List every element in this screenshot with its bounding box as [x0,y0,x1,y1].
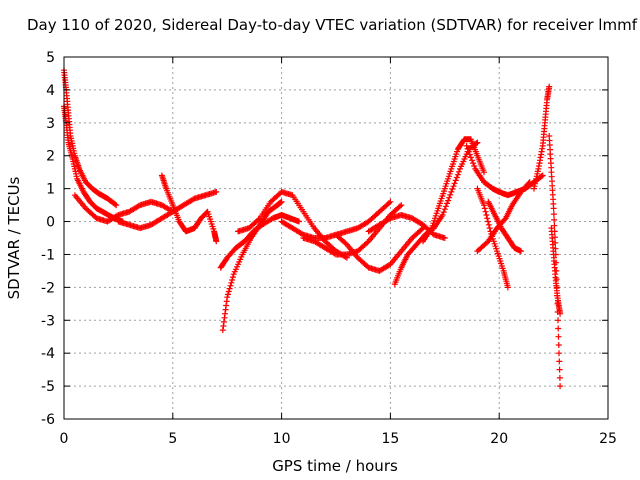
marker-path [531,83,553,192]
series-track-morning-a [71,192,176,225]
marker-path [420,136,487,245]
axis-ticks: 0 5 10 15 20 25 -6 -5 -4 -3 -2 -1 0 1 2 3 4 5 [41,50,617,447]
marker-path [278,198,394,241]
y-tick-label: -1 [41,247,55,263]
y-tick-label: -6 [41,412,55,428]
series-track-evening-c [485,198,524,255]
x-tick-label: 15 [381,431,399,447]
series-track-late-spike [531,83,553,192]
x-tick-label: 10 [273,431,291,447]
series-track-midday-c [300,202,405,258]
series-track-midday-a [235,188,350,261]
y-tick-label: 1 [46,182,55,198]
y-tick-label: 3 [46,116,55,132]
y-tick-label: -5 [41,379,55,395]
marker-path [333,225,426,274]
x-tick-label: 5 [168,431,177,447]
x-tick-label: 20 [490,431,508,447]
marker-path [548,225,564,317]
x-tick-label: 25 [599,431,617,447]
series-track-late-fall-b [548,225,564,317]
chart-title: Day 110 of 2020, Sidereal Day-to-day VTE… [27,16,638,34]
marker-path [71,192,176,225]
series-track-morning-c [158,172,220,245]
y-tick-label: 2 [46,149,55,165]
series-track-midday-b [278,198,394,241]
marker-path [158,172,220,245]
data-points [61,67,564,390]
marker-path [217,212,302,271]
grid-lines [64,57,608,419]
y-tick-label: -4 [41,346,55,362]
y-tick-label: 5 [46,50,55,66]
series-track-midday-d [333,225,426,274]
series-track-dip-rise-b [217,212,302,271]
y-tick-label: 4 [46,83,55,99]
x-axis-label: GPS time / hours [272,457,398,475]
plot-frame [63,56,609,420]
series-track-afternoon-c [420,136,487,245]
y-axis-label: SDTVAR / TECUs [5,176,23,299]
y-tick-label: -2 [41,280,55,296]
marker-path [300,202,405,258]
marker-path [474,179,533,255]
marker-path [485,198,524,255]
series-track-evening-d [474,179,533,255]
y-tick-label: 0 [46,215,55,231]
x-tick-label: 0 [60,431,69,447]
marker-path [235,188,350,261]
y-tick-label: -3 [41,313,55,329]
